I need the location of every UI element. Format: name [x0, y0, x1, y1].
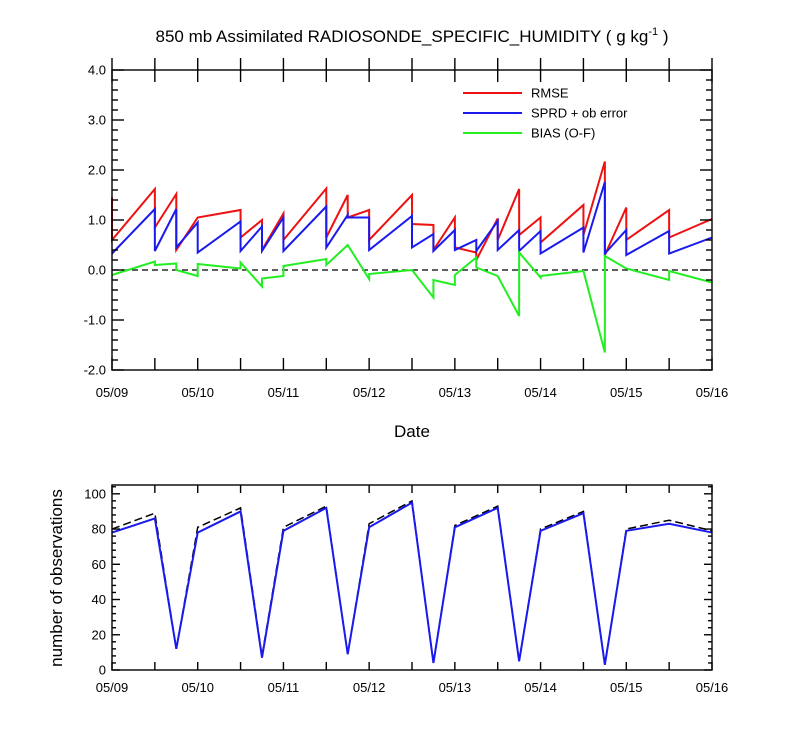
x-tick-label: 05/10	[181, 385, 214, 400]
y-tick-label: -1.0	[84, 313, 106, 328]
chart-title-suffix: )	[658, 27, 668, 46]
y-tick-label: 2.0	[88, 163, 106, 178]
y-tick-label: 0	[99, 663, 106, 678]
y-tick-label: -2.0	[84, 363, 106, 378]
series-line-possible	[111, 499, 713, 665]
x-tick-label: 05/13	[439, 680, 472, 695]
top-panel: 05/09 05/10 05/11 05/12 05/13 05/14 05/15 05/16…	[84, 58, 729, 400]
y-tick-label: 60	[92, 557, 106, 572]
y-tick-label: 1.0	[88, 213, 106, 228]
plot-frame	[111, 484, 713, 671]
x-tick-label: 05/13	[439, 385, 472, 400]
legend-label: RMSE	[531, 86, 569, 101]
y-tick-label: 100	[84, 486, 106, 501]
series-line-rmse	[111, 161, 713, 261]
x-axis-title: Date	[394, 422, 430, 441]
bottom-panel: 05/09 05/10 05/11 05/12 05/13 05/14 05/15 05/16…	[84, 484, 729, 695]
y-tick-label: 3.0	[88, 113, 106, 128]
y-tick-label: 20	[92, 627, 106, 642]
x-tick-label: 05/15	[610, 385, 643, 400]
legend-label: SPRD + ob error	[531, 106, 628, 121]
x-tick-label: 05/12	[353, 385, 386, 400]
y-axis-title-observations: number of observations	[47, 489, 66, 667]
x-tick-label: 05/09	[96, 385, 129, 400]
legend-label: BIAS (O-F)	[531, 126, 595, 141]
series-line-sprd-ob-error	[111, 181, 713, 257]
x-tick-label: 05/16	[696, 385, 729, 400]
series-line-bias-o-f	[111, 243, 713, 353]
x-tick-label: 05/09	[96, 680, 129, 695]
y-tick-label: 0.0	[88, 263, 106, 278]
y-tick-label: 4.0	[88, 63, 106, 78]
x-tick-label: 05/15	[610, 680, 643, 695]
x-tick-label: 05/12	[353, 680, 386, 695]
x-tick-label: 05/11	[268, 680, 300, 695]
y-tick-label: 40	[92, 592, 106, 607]
chart-title-exponent: -1	[648, 26, 658, 38]
y-tick-label: 80	[92, 522, 106, 537]
x-tick-label: 05/16	[696, 680, 729, 695]
legend: RMSE SPRD + ob error BIAS (O-F)	[463, 86, 628, 141]
chart-title: 850 mb Assimilated RADIOSONDE_SPECIFIC_H…	[156, 26, 669, 46]
x-tick-label: 05/14	[524, 385, 557, 400]
series-line-used	[111, 501, 713, 665]
chart-title-main: 850 mb Assimilated RADIOSONDE_SPECIFIC_H…	[156, 27, 649, 46]
x-tick-label: 05/14	[524, 680, 557, 695]
x-tick-label: 05/11	[268, 385, 300, 400]
x-tick-label: 05/10	[181, 680, 214, 695]
